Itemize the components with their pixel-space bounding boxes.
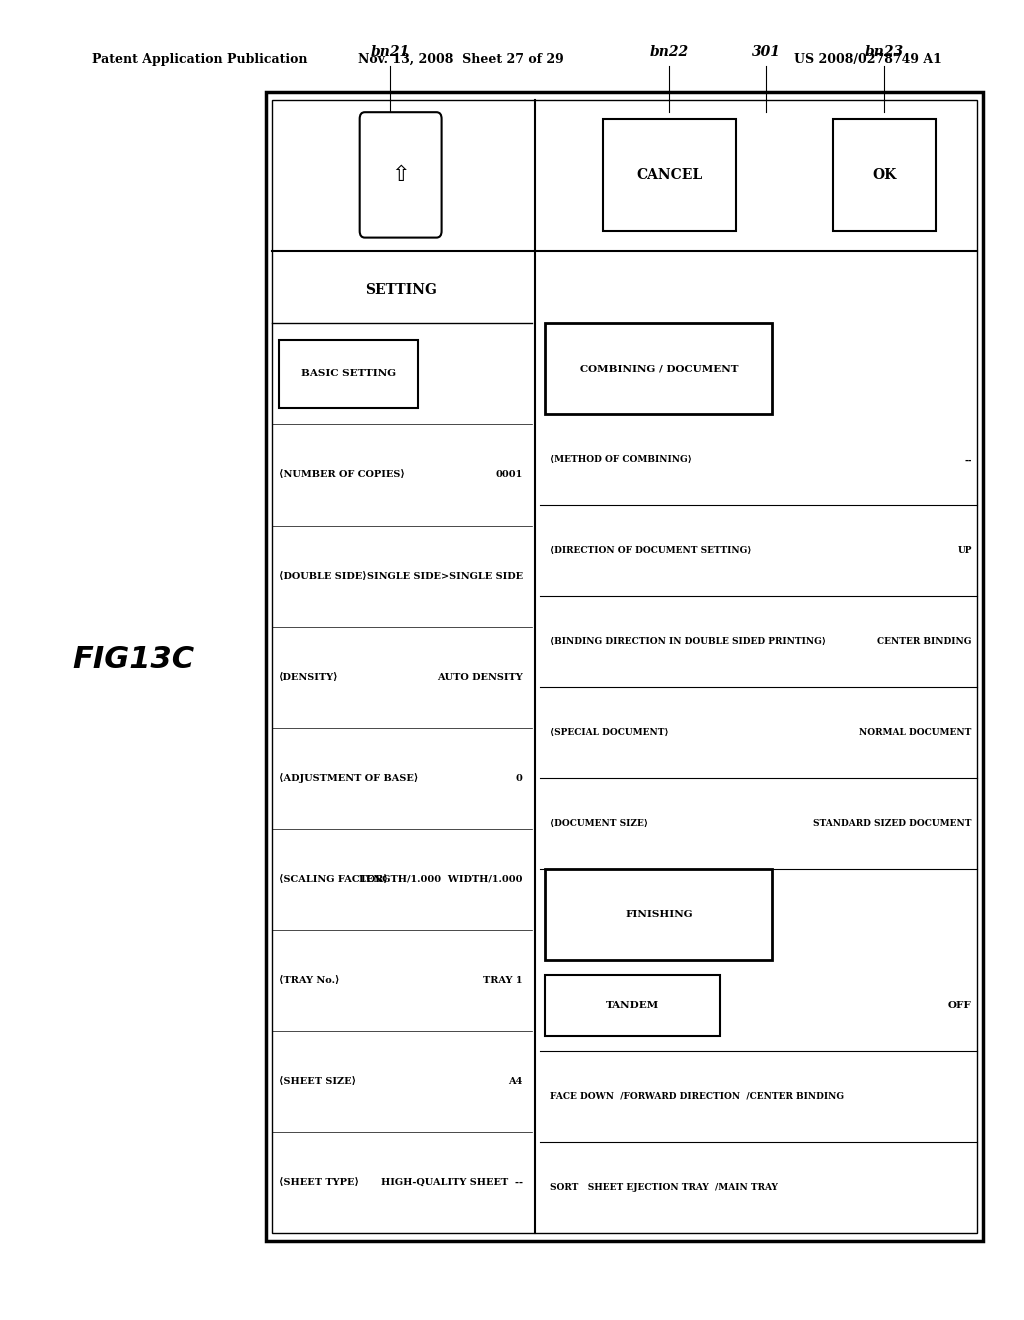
- Text: ⟨DOCUMENT SIZE⟩: ⟨DOCUMENT SIZE⟩: [551, 820, 648, 828]
- Text: CANCEL: CANCEL: [636, 168, 702, 182]
- Text: 0: 0: [516, 774, 522, 783]
- Text: ⟨ADJUSTMENT OF BASE⟩: ⟨ADJUSTMENT OF BASE⟩: [279, 774, 418, 783]
- Text: TRAY 1: TRAY 1: [483, 975, 522, 985]
- Bar: [272, 100, 977, 1233]
- Text: FACE DOWN  /FORWARD DIRECTION  /CENTER BINDING: FACE DOWN /FORWARD DIRECTION /CENTER BIN…: [551, 1092, 845, 1101]
- Text: ⟨SCALING FACTOR⟩: ⟨SCALING FACTOR⟩: [279, 875, 387, 883]
- Text: ⟨SPECIAL DOCUMENT⟩: ⟨SPECIAL DOCUMENT⟩: [551, 729, 669, 737]
- Bar: [545, 323, 772, 414]
- Text: AUTO DENSITY: AUTO DENSITY: [437, 673, 522, 681]
- Text: 301: 301: [752, 45, 780, 59]
- Text: SETTING: SETTING: [365, 284, 436, 297]
- Bar: [545, 869, 772, 960]
- Text: A4: A4: [508, 1077, 522, 1086]
- Text: ⟨TRAY No.⟩: ⟨TRAY No.⟩: [279, 975, 339, 985]
- Bar: [603, 119, 736, 231]
- FancyBboxPatch shape: [359, 112, 441, 238]
- Text: TANDEM: TANDEM: [606, 1001, 659, 1010]
- Text: 0001: 0001: [496, 470, 522, 479]
- Text: SORT   SHEET EJECTION TRAY  /MAIN TRAY: SORT SHEET EJECTION TRAY /MAIN TRAY: [551, 1183, 778, 1192]
- Bar: [834, 119, 936, 231]
- Text: bn21: bn21: [371, 45, 410, 59]
- Text: OFF: OFF: [948, 1001, 972, 1010]
- Bar: [279, 339, 418, 408]
- Text: Nov. 13, 2008  Sheet 27 of 29: Nov. 13, 2008 Sheet 27 of 29: [358, 53, 563, 66]
- Text: UP: UP: [957, 546, 972, 556]
- Text: ⟨SHEET SIZE⟩: ⟨SHEET SIZE⟩: [279, 1077, 355, 1086]
- Text: STANDARD SIZED DOCUMENT: STANDARD SIZED DOCUMENT: [813, 820, 972, 828]
- Text: ⟨NUMBER OF COPIES⟩: ⟨NUMBER OF COPIES⟩: [279, 470, 404, 479]
- Text: ⟨DOUBLE SIDE⟩: ⟨DOUBLE SIDE⟩: [279, 572, 367, 581]
- Text: NORMAL DOCUMENT: NORMAL DOCUMENT: [859, 729, 972, 737]
- Text: ⟨BINDING DIRECTION IN DOUBLE SIDED PRINTING⟩: ⟨BINDING DIRECTION IN DOUBLE SIDED PRINT…: [551, 638, 826, 647]
- Bar: [266, 92, 983, 1241]
- Text: bn22: bn22: [650, 45, 689, 59]
- Text: ⟨DIRECTION OF DOCUMENT SETTING⟩: ⟨DIRECTION OF DOCUMENT SETTING⟩: [551, 546, 752, 556]
- Text: ⟨DENSITY⟩: ⟨DENSITY⟩: [279, 673, 338, 681]
- Text: --: --: [965, 455, 972, 465]
- Text: ⇧: ⇧: [391, 165, 410, 185]
- Text: BASIC SETTING: BASIC SETTING: [301, 370, 396, 379]
- Text: ⟨METHOD OF COMBINING⟩: ⟨METHOD OF COMBINING⟩: [551, 455, 692, 465]
- Text: OK: OK: [872, 168, 897, 182]
- Text: US 2008/0278749 A1: US 2008/0278749 A1: [795, 53, 942, 66]
- Text: bn23: bn23: [865, 45, 904, 59]
- Text: Patent Application Publication: Patent Application Publication: [92, 53, 307, 66]
- Text: LENGTH/1.000  WIDTH/1.000: LENGTH/1.000 WIDTH/1.000: [359, 875, 522, 883]
- Text: ⟨SHEET TYPE⟩: ⟨SHEET TYPE⟩: [279, 1177, 358, 1187]
- Text: FINISHING: FINISHING: [625, 909, 692, 919]
- Text: COMBINING / DOCUMENT: COMBINING / DOCUMENT: [580, 364, 738, 374]
- Text: FIG13C: FIG13C: [72, 645, 195, 675]
- Text: HIGH-QUALITY SHEET  --: HIGH-QUALITY SHEET --: [381, 1177, 522, 1187]
- Bar: [545, 974, 720, 1036]
- Text: SINGLE SIDE>SINGLE SIDE: SINGLE SIDE>SINGLE SIDE: [367, 572, 522, 581]
- Text: CENTER BINDING: CENTER BINDING: [878, 638, 972, 647]
